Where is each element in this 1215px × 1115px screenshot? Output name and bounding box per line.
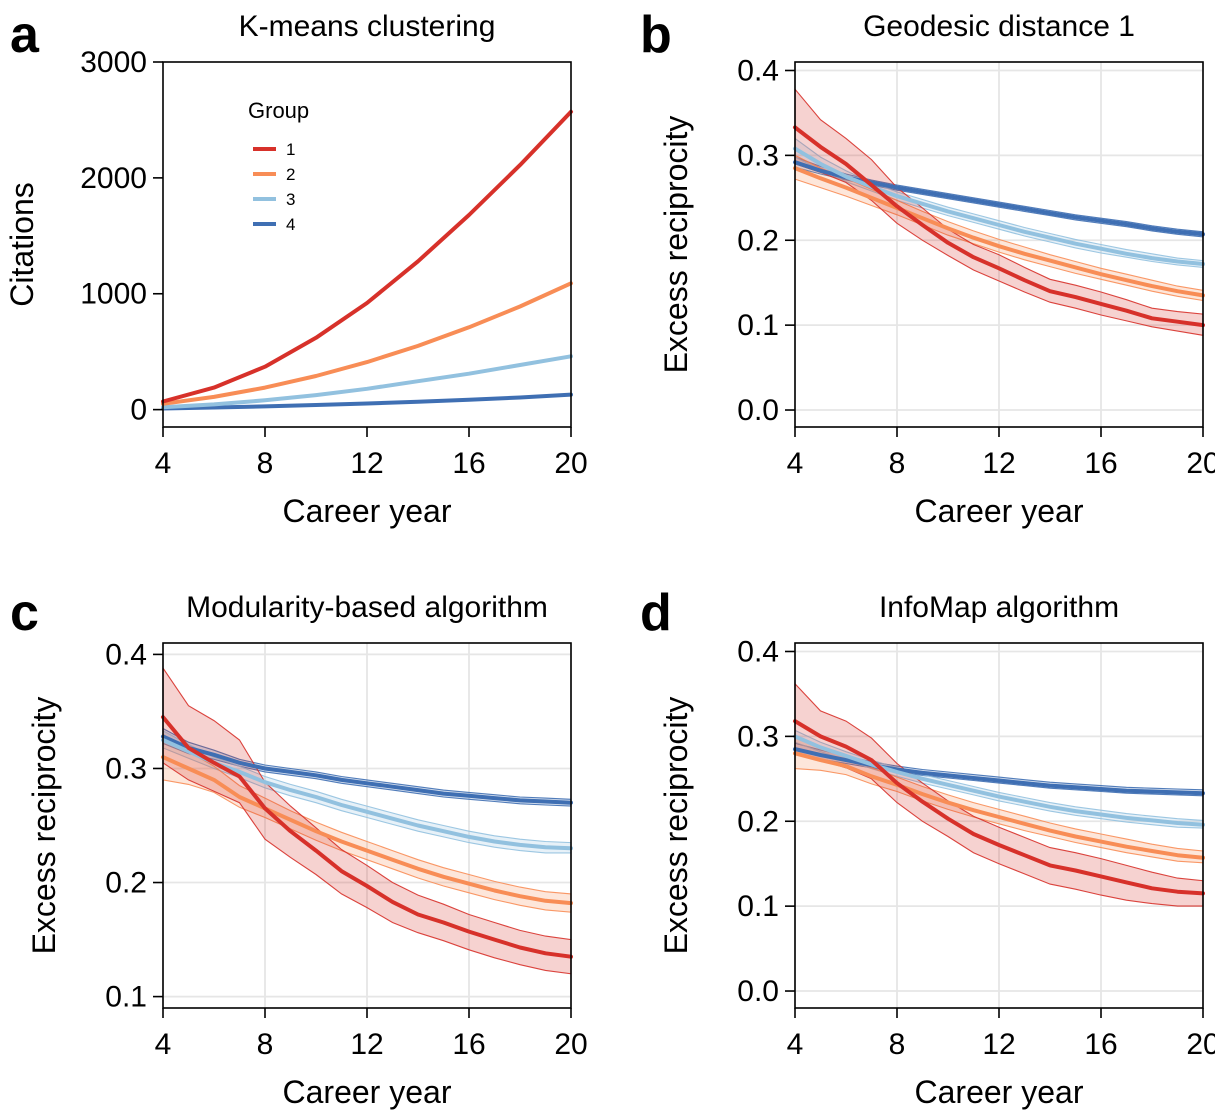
panel-title: InfoMap algorithm [879, 591, 1119, 624]
x-tick-label: 12 [350, 1028, 383, 1061]
gridlines [794, 643, 1204, 1008]
legend: Group 1 2 3 4 [248, 98, 309, 234]
x-tick-label: 4 [155, 1028, 172, 1061]
y-tick-label: 1000 [80, 278, 147, 311]
y-tick-label: 0.4 [737, 54, 779, 87]
x-axis-label: Career year [915, 1074, 1084, 1110]
x-tick-label: 4 [155, 447, 172, 480]
x-tick-label: 8 [889, 447, 906, 480]
x-axis-label: Career year [283, 1074, 452, 1110]
x-axis-label: Career year [283, 493, 452, 529]
x-axis-label: Career year [915, 493, 1084, 529]
x-tick-label: 4 [787, 447, 804, 480]
y-tick-label: 0.1 [737, 890, 779, 923]
series-line-group-4 [161, 392, 573, 411]
x-tick-label: 8 [889, 1028, 906, 1061]
series-line-group-1 [161, 715, 573, 959]
series-line-group-3 [793, 146, 1205, 266]
x-tick-label: 20 [554, 447, 587, 480]
series-line-group-2 [793, 751, 1205, 860]
y-tick-label: 3000 [80, 46, 147, 79]
panel-b: 4 8 12 16 20 0.0 0.1 0.2 0.3 0.4 Career year Excess… [640, 6, 1215, 529]
x-tick-label: 16 [1084, 447, 1117, 480]
legend-entry-label: 4 [286, 215, 295, 234]
series-line-group-3 [161, 738, 573, 851]
x-tick-label: 16 [452, 447, 485, 480]
panel-letter: c [10, 584, 39, 642]
y-tick-label: 0.2 [105, 867, 147, 900]
series-line-group-2 [161, 281, 573, 406]
series-line-group-3 [793, 734, 1205, 827]
series-line-group-4 [793, 160, 1205, 237]
x-tick-label: 20 [1186, 1028, 1215, 1061]
x-tick-label: 12 [982, 447, 1015, 480]
x-tick-label: 20 [554, 1028, 587, 1061]
panel-title: K-means clustering [239, 10, 496, 43]
x-tick-label: 8 [257, 447, 274, 480]
panel-letter: d [640, 584, 672, 642]
series-line-group-4 [161, 734, 573, 805]
panel-title: Geodesic distance 1 [863, 10, 1135, 43]
y-tick-label: 0.2 [737, 224, 779, 257]
series-line-group-1 [161, 109, 573, 404]
x-tick-label: 20 [1186, 447, 1215, 480]
y-tick-label: 0 [130, 394, 147, 427]
y-tick-label: 0.3 [737, 720, 779, 753]
y-tick-label: 0.0 [737, 394, 779, 427]
y-tick-label: 0.3 [737, 139, 779, 172]
plot-area [161, 109, 573, 411]
y-axis-label: Citations [4, 182, 40, 307]
panel-title: Modularity-based algorithm [186, 591, 548, 624]
plot-frame [162, 61, 572, 428]
series-line-group-1 [793, 719, 1205, 896]
y-tick-label: 0.2 [737, 805, 779, 838]
x-tick-label: 12 [350, 447, 383, 480]
x-tick-label: 12 [982, 1028, 1015, 1061]
series-line-group-2 [161, 755, 573, 906]
x-tick-label: 4 [787, 1028, 804, 1061]
y-tick-label: 2000 [80, 162, 147, 195]
y-axis-label: Excess reciprocity [26, 697, 62, 955]
y-tick-label: 0.1 [737, 309, 779, 342]
series-line-group-2 [793, 166, 1205, 298]
panel-d: 4 8 12 16 20 0.0 0.1 0.2 0.3 0.4 Career year Excess… [640, 584, 1215, 1110]
y-tick-label: 0.4 [105, 638, 147, 671]
series-line-group-1 [793, 125, 1205, 328]
y-axis-label: Excess reciprocity [658, 116, 694, 374]
legend-entry-label: 2 [286, 165, 295, 184]
y-tick-label: 0.3 [105, 752, 147, 785]
y-tick-label: 0.4 [737, 635, 779, 668]
y-tick-label: 0.1 [105, 981, 147, 1014]
x-tick-label: 8 [257, 1028, 274, 1061]
panel-letter: a [10, 6, 40, 64]
panel-letter: b [640, 6, 672, 64]
legend-entry-label: 1 [286, 140, 295, 159]
x-tick-label: 16 [452, 1028, 485, 1061]
series-line-group-3 [161, 354, 573, 410]
panel-c: 4 8 12 16 20 0.1 0.2 0.3 0.4 Career year Excess re… [10, 584, 588, 1110]
plot-area [161, 666, 573, 975]
y-axis-label: Excess reciprocity [658, 697, 694, 955]
legend-title: Group [248, 98, 309, 123]
x-tick-label: 16 [1084, 1028, 1117, 1061]
legend-entry-label: 3 [286, 190, 295, 209]
y-tick-label: 0.0 [737, 975, 779, 1008]
